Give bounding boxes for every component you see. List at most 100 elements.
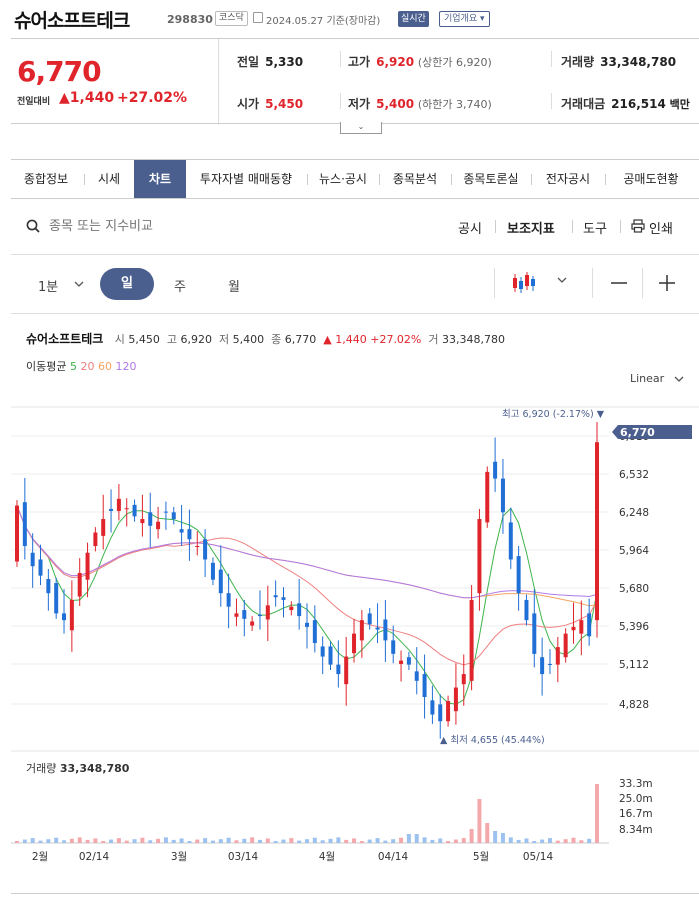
volume-bar [430, 839, 435, 843]
x-tick-label: 03/14 [228, 851, 259, 863]
volume-bar [336, 837, 341, 843]
chevron-down-icon[interactable] [557, 277, 567, 283]
period-week[interactable]: 주 [174, 280, 186, 295]
zoom-in-icon[interactable] [658, 274, 676, 292]
volume-bar [414, 834, 419, 843]
volume-bar [163, 837, 168, 843]
candle [265, 585, 270, 642]
divider [642, 268, 643, 298]
volume-bar [469, 829, 474, 843]
candle [101, 494, 106, 550]
live-badge[interactable]: 실시간 [398, 11, 429, 27]
candle [524, 594, 529, 626]
divider [451, 174, 452, 185]
volume-bar [508, 837, 513, 843]
candle [218, 545, 223, 607]
indicator-button[interactable]: 보조지표 [507, 222, 555, 237]
candle [587, 598, 592, 646]
tab-quotes[interactable]: 시세 [97, 172, 121, 186]
minute-select[interactable]: 1분 [38, 280, 59, 295]
candle [38, 544, 43, 586]
chevron-down-icon[interactable] [74, 281, 84, 287]
disclosure-button[interactable]: 공시 [458, 222, 482, 237]
volume-bar [171, 839, 176, 843]
volume-bar [101, 841, 106, 843]
volume-bar [93, 838, 98, 843]
price-tick-label: 6,532 [619, 469, 649, 481]
scale-select[interactable]: Linear [630, 372, 684, 385]
candle [422, 654, 427, 719]
candle [203, 529, 208, 578]
candle [312, 605, 317, 653]
volume-bar [46, 839, 51, 843]
period-day[interactable]: 일 [100, 268, 154, 300]
tab-overview[interactable]: 종합정보 [23, 172, 69, 186]
divider [218, 39, 219, 125]
tab-short-selling[interactable]: 공매도현황 [623, 172, 679, 186]
tab-analysis[interactable]: 종목분석 [392, 172, 438, 186]
stock-title: 슈어소프트테크 [14, 10, 130, 32]
candle [485, 466, 490, 528]
company-overview-button[interactable]: 기업개요 ▾ [439, 11, 490, 27]
ma20-line [16, 505, 598, 666]
volume-bar [281, 839, 286, 843]
print-button[interactable]: 인쇄 [649, 222, 673, 237]
candle [391, 625, 396, 664]
candle [62, 589, 67, 634]
period-month[interactable]: 월 [228, 280, 240, 295]
x-tick-label: 5월 [473, 851, 489, 863]
volume-bar [579, 840, 584, 843]
tab-news[interactable]: 뉴스·공시 [319, 172, 367, 186]
price-summary: 6,770 전일대비 ▲1,440 +27.02% 전일 5,330 시가 5,45… [11, 38, 699, 125]
volume-bar [493, 831, 498, 843]
candle [367, 608, 372, 630]
search-icon[interactable] [26, 219, 40, 233]
divider [307, 174, 308, 185]
candle [109, 489, 114, 533]
zoom-out-icon[interactable] [610, 276, 628, 290]
tab-investor[interactable]: 투자자별 매매동향 [199, 172, 293, 186]
price-tick-label: 5,964 [619, 545, 649, 557]
candle [148, 492, 153, 548]
x-tick-label: 05/14 [523, 851, 554, 863]
candlestick-type-icon[interactable] [511, 271, 537, 295]
chevron-down-icon: ⌄ [357, 122, 365, 131]
candle [563, 628, 568, 663]
price-tick-label: 6,248 [619, 507, 649, 519]
candle [516, 546, 521, 611]
volume-bar [344, 839, 349, 843]
candle [406, 651, 411, 671]
candle [493, 437, 498, 493]
x-tick-label: 04/14 [378, 851, 409, 863]
change-label: 전일대비 [17, 97, 51, 107]
stock-code: 298830 [167, 13, 213, 26]
volume-bar [242, 838, 247, 843]
volume-bar [438, 838, 443, 843]
candle [77, 558, 82, 606]
volume-bar [30, 838, 35, 843]
volume-bar [226, 837, 231, 843]
chevron-down-icon [674, 376, 684, 382]
candle [132, 499, 137, 522]
candle [469, 585, 474, 691]
price-chart[interactable]: 6,8166,5326,2485,9645,6805,3965,1124,828… [0, 395, 699, 865]
tab-chart[interactable]: 차트 [134, 160, 186, 198]
candle [328, 641, 333, 671]
candle [54, 577, 59, 619]
divider [551, 51, 552, 67]
price-change: ▲1,440 [59, 90, 115, 106]
tools-button[interactable]: 도구 [583, 222, 607, 237]
volume-bar [116, 838, 121, 843]
candle [187, 509, 192, 561]
search-input[interactable] [49, 215, 329, 237]
candle [116, 483, 121, 521]
moving-average-legend[interactable]: 이동평균 5 20 60 120 [26, 360, 137, 373]
candle [179, 504, 184, 547]
candle [555, 637, 560, 683]
high-annotation: 최고 6,920 (-2.17%) ▼ [502, 409, 605, 420]
candle [399, 650, 404, 682]
collapse-toggle[interactable]: ⌄ [340, 122, 382, 134]
tab-discussion[interactable]: 종목토론실 [463, 172, 519, 186]
tab-disclosure[interactable]: 전자공시 [545, 172, 591, 186]
print-icon[interactable] [631, 219, 645, 233]
